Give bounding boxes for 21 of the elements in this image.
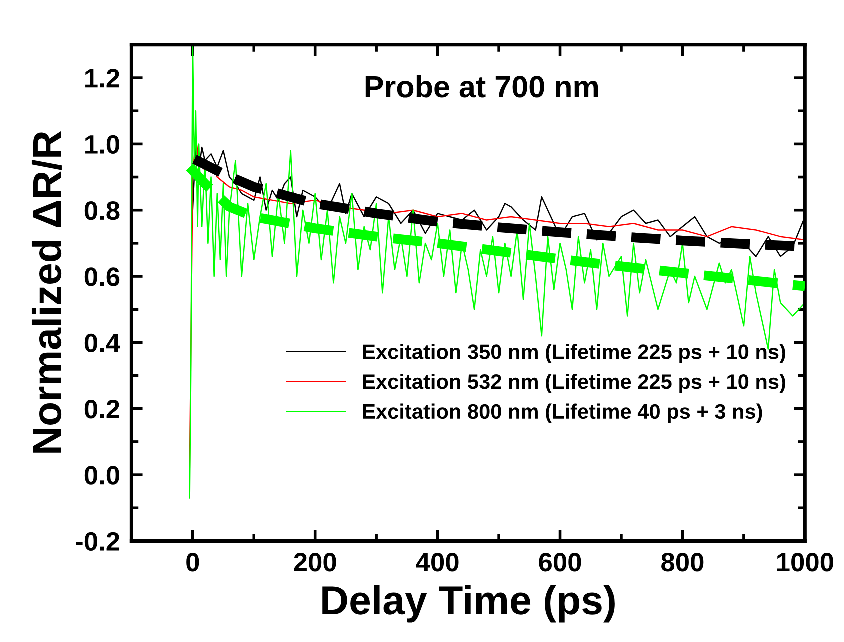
x-tick-label: 400 <box>416 553 459 572</box>
x-tick-label: 1000 <box>777 553 834 572</box>
x-axis-title: Delay Time (ps) <box>322 585 615 623</box>
x-tick-label: 800 <box>662 553 704 572</box>
x-tick-label: 200 <box>294 553 336 572</box>
legend-label: Excitation 532 nm (Lifetime 225 ps + 10 ns) <box>364 374 786 394</box>
y-tick-label: 1.0 <box>86 135 120 154</box>
y-tick-label: 0.8 <box>84 201 120 220</box>
y-tick-label: 1.2 <box>86 69 120 88</box>
y-axis-title: Normalized ΔR/R <box>32 131 62 453</box>
y-tick-label: -0.2 <box>76 532 120 552</box>
y-tick-label: 0.4 <box>84 334 120 353</box>
line-series <box>189 44 806 499</box>
x-tick-label: 600 <box>539 553 582 572</box>
y-tick-label: 0.2 <box>84 400 120 419</box>
text: Probe at 700 nm <box>366 75 598 98</box>
y-tick-label: 0.6 <box>84 268 120 286</box>
legend-label: Excitation 800 nm (Lifetime 40 ps + 3 ns) <box>364 404 762 424</box>
legend-label: Excitation 350 nm (Lifetime 225 ps + 10 ns) <box>364 344 786 364</box>
y-tick-label: 0.0 <box>84 466 120 485</box>
x-tick-label: 0 <box>186 553 200 572</box>
